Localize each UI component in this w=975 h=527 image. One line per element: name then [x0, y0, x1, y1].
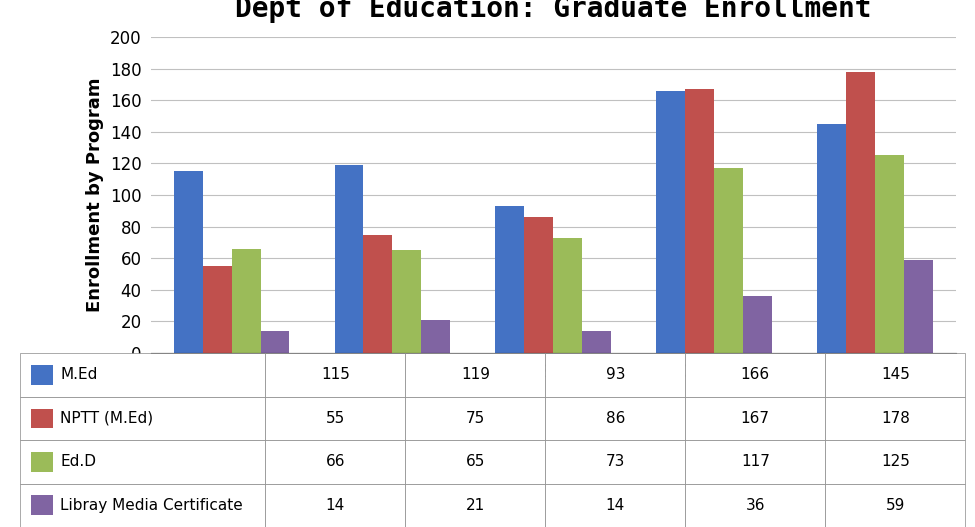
- Text: 14: 14: [326, 498, 345, 513]
- Text: 14: 14: [605, 498, 625, 513]
- Bar: [232, 249, 260, 353]
- Text: 36: 36: [746, 498, 765, 513]
- FancyBboxPatch shape: [20, 353, 265, 396]
- FancyBboxPatch shape: [685, 353, 825, 396]
- Bar: [876, 155, 904, 353]
- Bar: [31, 495, 53, 515]
- Bar: [685, 89, 714, 353]
- Bar: [525, 217, 554, 353]
- Text: 66: 66: [326, 454, 345, 469]
- Bar: [334, 165, 364, 353]
- Text: M.Ed: M.Ed: [60, 367, 98, 382]
- Text: Libray Media Certificate: Libray Media Certificate: [60, 498, 243, 513]
- Text: 178: 178: [880, 411, 910, 426]
- Text: 117: 117: [741, 454, 769, 469]
- Bar: [203, 266, 232, 353]
- FancyBboxPatch shape: [545, 440, 685, 484]
- FancyBboxPatch shape: [20, 484, 265, 527]
- Title: Dept of Education: Graduate Enrollment: Dept of Education: Graduate Enrollment: [235, 0, 872, 23]
- FancyBboxPatch shape: [685, 484, 825, 527]
- Bar: [31, 365, 53, 385]
- FancyBboxPatch shape: [685, 440, 825, 484]
- Bar: [904, 260, 933, 353]
- Bar: [31, 452, 53, 472]
- FancyBboxPatch shape: [406, 353, 545, 396]
- FancyBboxPatch shape: [265, 396, 406, 440]
- Bar: [656, 91, 685, 353]
- Text: 59: 59: [885, 498, 905, 513]
- Text: 166: 166: [741, 367, 770, 382]
- Text: 65: 65: [466, 454, 485, 469]
- FancyBboxPatch shape: [685, 396, 825, 440]
- Text: 125: 125: [880, 454, 910, 469]
- Text: 73: 73: [605, 454, 625, 469]
- FancyBboxPatch shape: [265, 440, 406, 484]
- FancyBboxPatch shape: [406, 484, 545, 527]
- FancyBboxPatch shape: [20, 440, 265, 484]
- Bar: [554, 238, 582, 353]
- FancyBboxPatch shape: [825, 484, 965, 527]
- Bar: [582, 331, 611, 353]
- Bar: [495, 206, 525, 353]
- Bar: [31, 408, 53, 428]
- FancyBboxPatch shape: [406, 440, 545, 484]
- Bar: [260, 331, 290, 353]
- Text: Ed.D: Ed.D: [60, 454, 97, 469]
- Text: 145: 145: [880, 367, 910, 382]
- Y-axis label: Enrollment by Program: Enrollment by Program: [86, 78, 104, 312]
- Text: 21: 21: [466, 498, 485, 513]
- FancyBboxPatch shape: [545, 353, 685, 396]
- Bar: [846, 72, 876, 353]
- Text: 119: 119: [461, 367, 489, 382]
- FancyBboxPatch shape: [20, 396, 265, 440]
- FancyBboxPatch shape: [545, 484, 685, 527]
- Text: 55: 55: [326, 411, 345, 426]
- FancyBboxPatch shape: [825, 353, 965, 396]
- Bar: [421, 320, 450, 353]
- Bar: [392, 250, 421, 353]
- Bar: [714, 168, 743, 353]
- Bar: [174, 171, 203, 353]
- Text: NPTT (M.Ed): NPTT (M.Ed): [60, 411, 153, 426]
- Text: 115: 115: [321, 367, 350, 382]
- FancyBboxPatch shape: [406, 396, 545, 440]
- Bar: [817, 124, 846, 353]
- FancyBboxPatch shape: [265, 353, 406, 396]
- FancyBboxPatch shape: [545, 396, 685, 440]
- FancyBboxPatch shape: [265, 484, 406, 527]
- Text: 86: 86: [605, 411, 625, 426]
- Text: 93: 93: [605, 367, 625, 382]
- Bar: [364, 235, 392, 353]
- FancyBboxPatch shape: [825, 440, 965, 484]
- Bar: [743, 296, 772, 353]
- Text: 167: 167: [741, 411, 770, 426]
- Text: 75: 75: [466, 411, 485, 426]
- FancyBboxPatch shape: [825, 396, 965, 440]
